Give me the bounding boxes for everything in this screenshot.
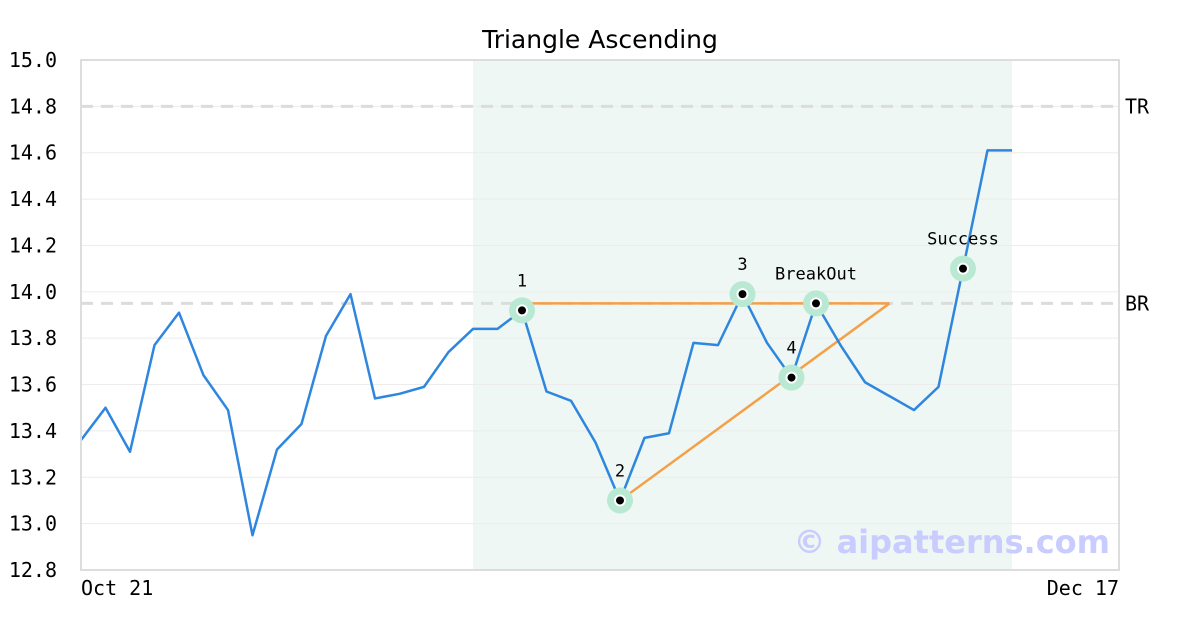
y-tick-label: 13.0 (9, 512, 57, 536)
chart-title: Triangle Ascending (481, 25, 718, 54)
marker-point (736, 288, 749, 301)
level-label-br: BR (1125, 291, 1150, 315)
y-tick-label: 13.4 (9, 419, 57, 443)
y-tick-label: 14.8 (9, 94, 57, 118)
y-tick-label: 12.8 (9, 558, 57, 582)
y-tick-label: 13.6 (9, 373, 57, 397)
marker-point (810, 297, 822, 310)
y-tick-label: 14.6 (9, 141, 57, 165)
pattern-line (619, 302, 891, 502)
annotation-label: Success (927, 230, 999, 250)
marker-point (957, 262, 969, 275)
y-tick-label: 14.4 (9, 187, 57, 211)
x-tick-label: Oct 21 (81, 576, 153, 600)
marker-point (516, 304, 528, 317)
x-tick-labels: Oct 21 Dec 17 (81, 576, 1119, 600)
pattern-window-shade (473, 60, 1012, 570)
plot-frame (80, 59, 1120, 571)
price-series-line (80, 149, 1012, 537)
x-tick-label: Dec 17 (1047, 576, 1119, 600)
marker-point (785, 371, 798, 384)
annotation-label: 3 (737, 255, 747, 275)
y-tick-label: 13.8 (9, 326, 57, 350)
level-lines: TR BR (81, 94, 1150, 315)
watermark-text: © aipatterns.com (793, 523, 1110, 561)
annotation-label: 2 (615, 461, 625, 481)
level-label-tr: TR (1125, 94, 1150, 118)
annotation-markers: 1 2 3 4 BreakOut Success (509, 230, 999, 514)
annotation-label: BreakOut (775, 264, 857, 284)
marker-point (614, 494, 626, 507)
y-tick-label: 15.0 (9, 48, 57, 72)
grid-lines (81, 105, 1119, 525)
y-tick-label: 13.2 (9, 465, 57, 489)
y-tick-labels: 15.0 14.8 14.6 14.4 14.2 14.0 13.8 13.6 13.4 13.2… (9, 48, 57, 582)
annotation-label: 4 (786, 339, 796, 359)
y-tick-label: 14.2 (9, 233, 57, 257)
series-lines (80, 149, 1012, 537)
y-tick-label: 14.0 (9, 280, 57, 304)
annotation-label: 1 (517, 271, 527, 291)
